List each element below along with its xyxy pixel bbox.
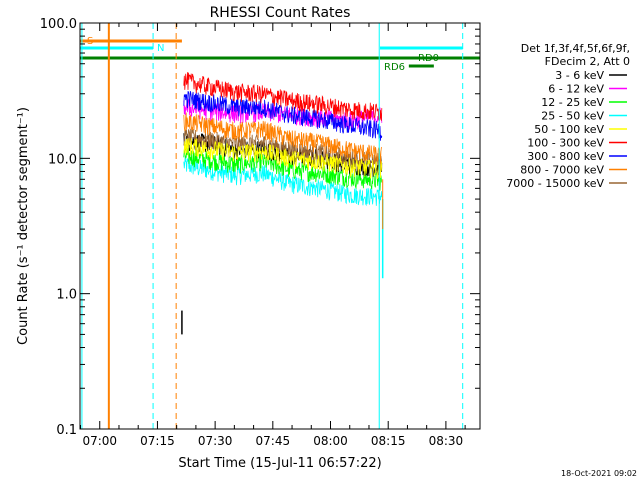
flag-label-n: N bbox=[157, 43, 164, 54]
x-tick-label: 07:30 bbox=[198, 434, 233, 448]
y-axis-label: Count Rate (s⁻¹ detector segment⁻¹) bbox=[16, 107, 31, 345]
series-line-1 bbox=[183, 98, 383, 130]
plot-frame bbox=[79, 22, 481, 430]
legend-label: 6 - 12 keV bbox=[548, 83, 604, 96]
legend-label: 100 - 300 keV bbox=[527, 137, 604, 150]
flag-label-s: S bbox=[87, 36, 93, 47]
x-tick-label: 07:45 bbox=[256, 434, 291, 448]
x-tick-label: 08:30 bbox=[429, 434, 464, 448]
series-line-4 bbox=[183, 138, 383, 180]
legend-label: 25 - 50 keV bbox=[541, 110, 604, 123]
legend: Det 1f,3f,4f,5f,6f,9f,FDecim 2, Att 03 -… bbox=[506, 42, 630, 190]
x-axis-label: Start Time (15-Jul-11 06:57:22) bbox=[178, 456, 381, 471]
series-line-5 bbox=[183, 72, 383, 121]
series-group bbox=[181, 72, 384, 335]
series-line-2 bbox=[183, 147, 383, 191]
flag-label-rd0: RD0 bbox=[418, 53, 439, 64]
y-tick-label: 1.0 bbox=[56, 288, 77, 303]
legend-header-line: Det 1f,3f,4f,5f,6f,9f, bbox=[521, 42, 630, 55]
axes-group: 07:00 07:15 07:30 07:45 08:00 08:15 08:30 0.1 1.… bbox=[40, 17, 480, 448]
x-tick-label: 07:00 bbox=[82, 434, 117, 448]
x-tick-label: 08:00 bbox=[313, 434, 348, 448]
legend-label: 7000 - 15000 keV bbox=[506, 177, 604, 190]
legend-label: 300 - 800 keV bbox=[527, 150, 604, 163]
legend-header-line: FDecim 2, Att 0 bbox=[545, 55, 630, 68]
legend-label: 12 - 25 keV bbox=[541, 96, 604, 109]
y-tick-label: 10.0 bbox=[48, 152, 77, 167]
flag-label-rd6: RD6 bbox=[384, 62, 405, 73]
x-tick-label: 08:15 bbox=[371, 434, 406, 448]
series-line-7 bbox=[183, 112, 383, 164]
y-tick-label: 0.1 bbox=[56, 423, 77, 438]
series-line-6 bbox=[183, 90, 383, 141]
attenuator-lines bbox=[81, 23, 464, 429]
date-stamp: 18-Oct-2021 09:02 bbox=[561, 469, 637, 478]
chart-title: RHESSI Count Rates bbox=[210, 5, 351, 21]
flags-group: S N RD0 RD6 bbox=[80, 36, 480, 73]
legend-label: 50 - 100 keV bbox=[534, 123, 604, 136]
legend-label: 800 - 7000 keV bbox=[520, 164, 604, 177]
legend-label: 3 - 6 keV bbox=[555, 69, 604, 82]
y-tick-label: 100.0 bbox=[40, 17, 77, 32]
x-tick-label: 07:15 bbox=[140, 434, 175, 448]
